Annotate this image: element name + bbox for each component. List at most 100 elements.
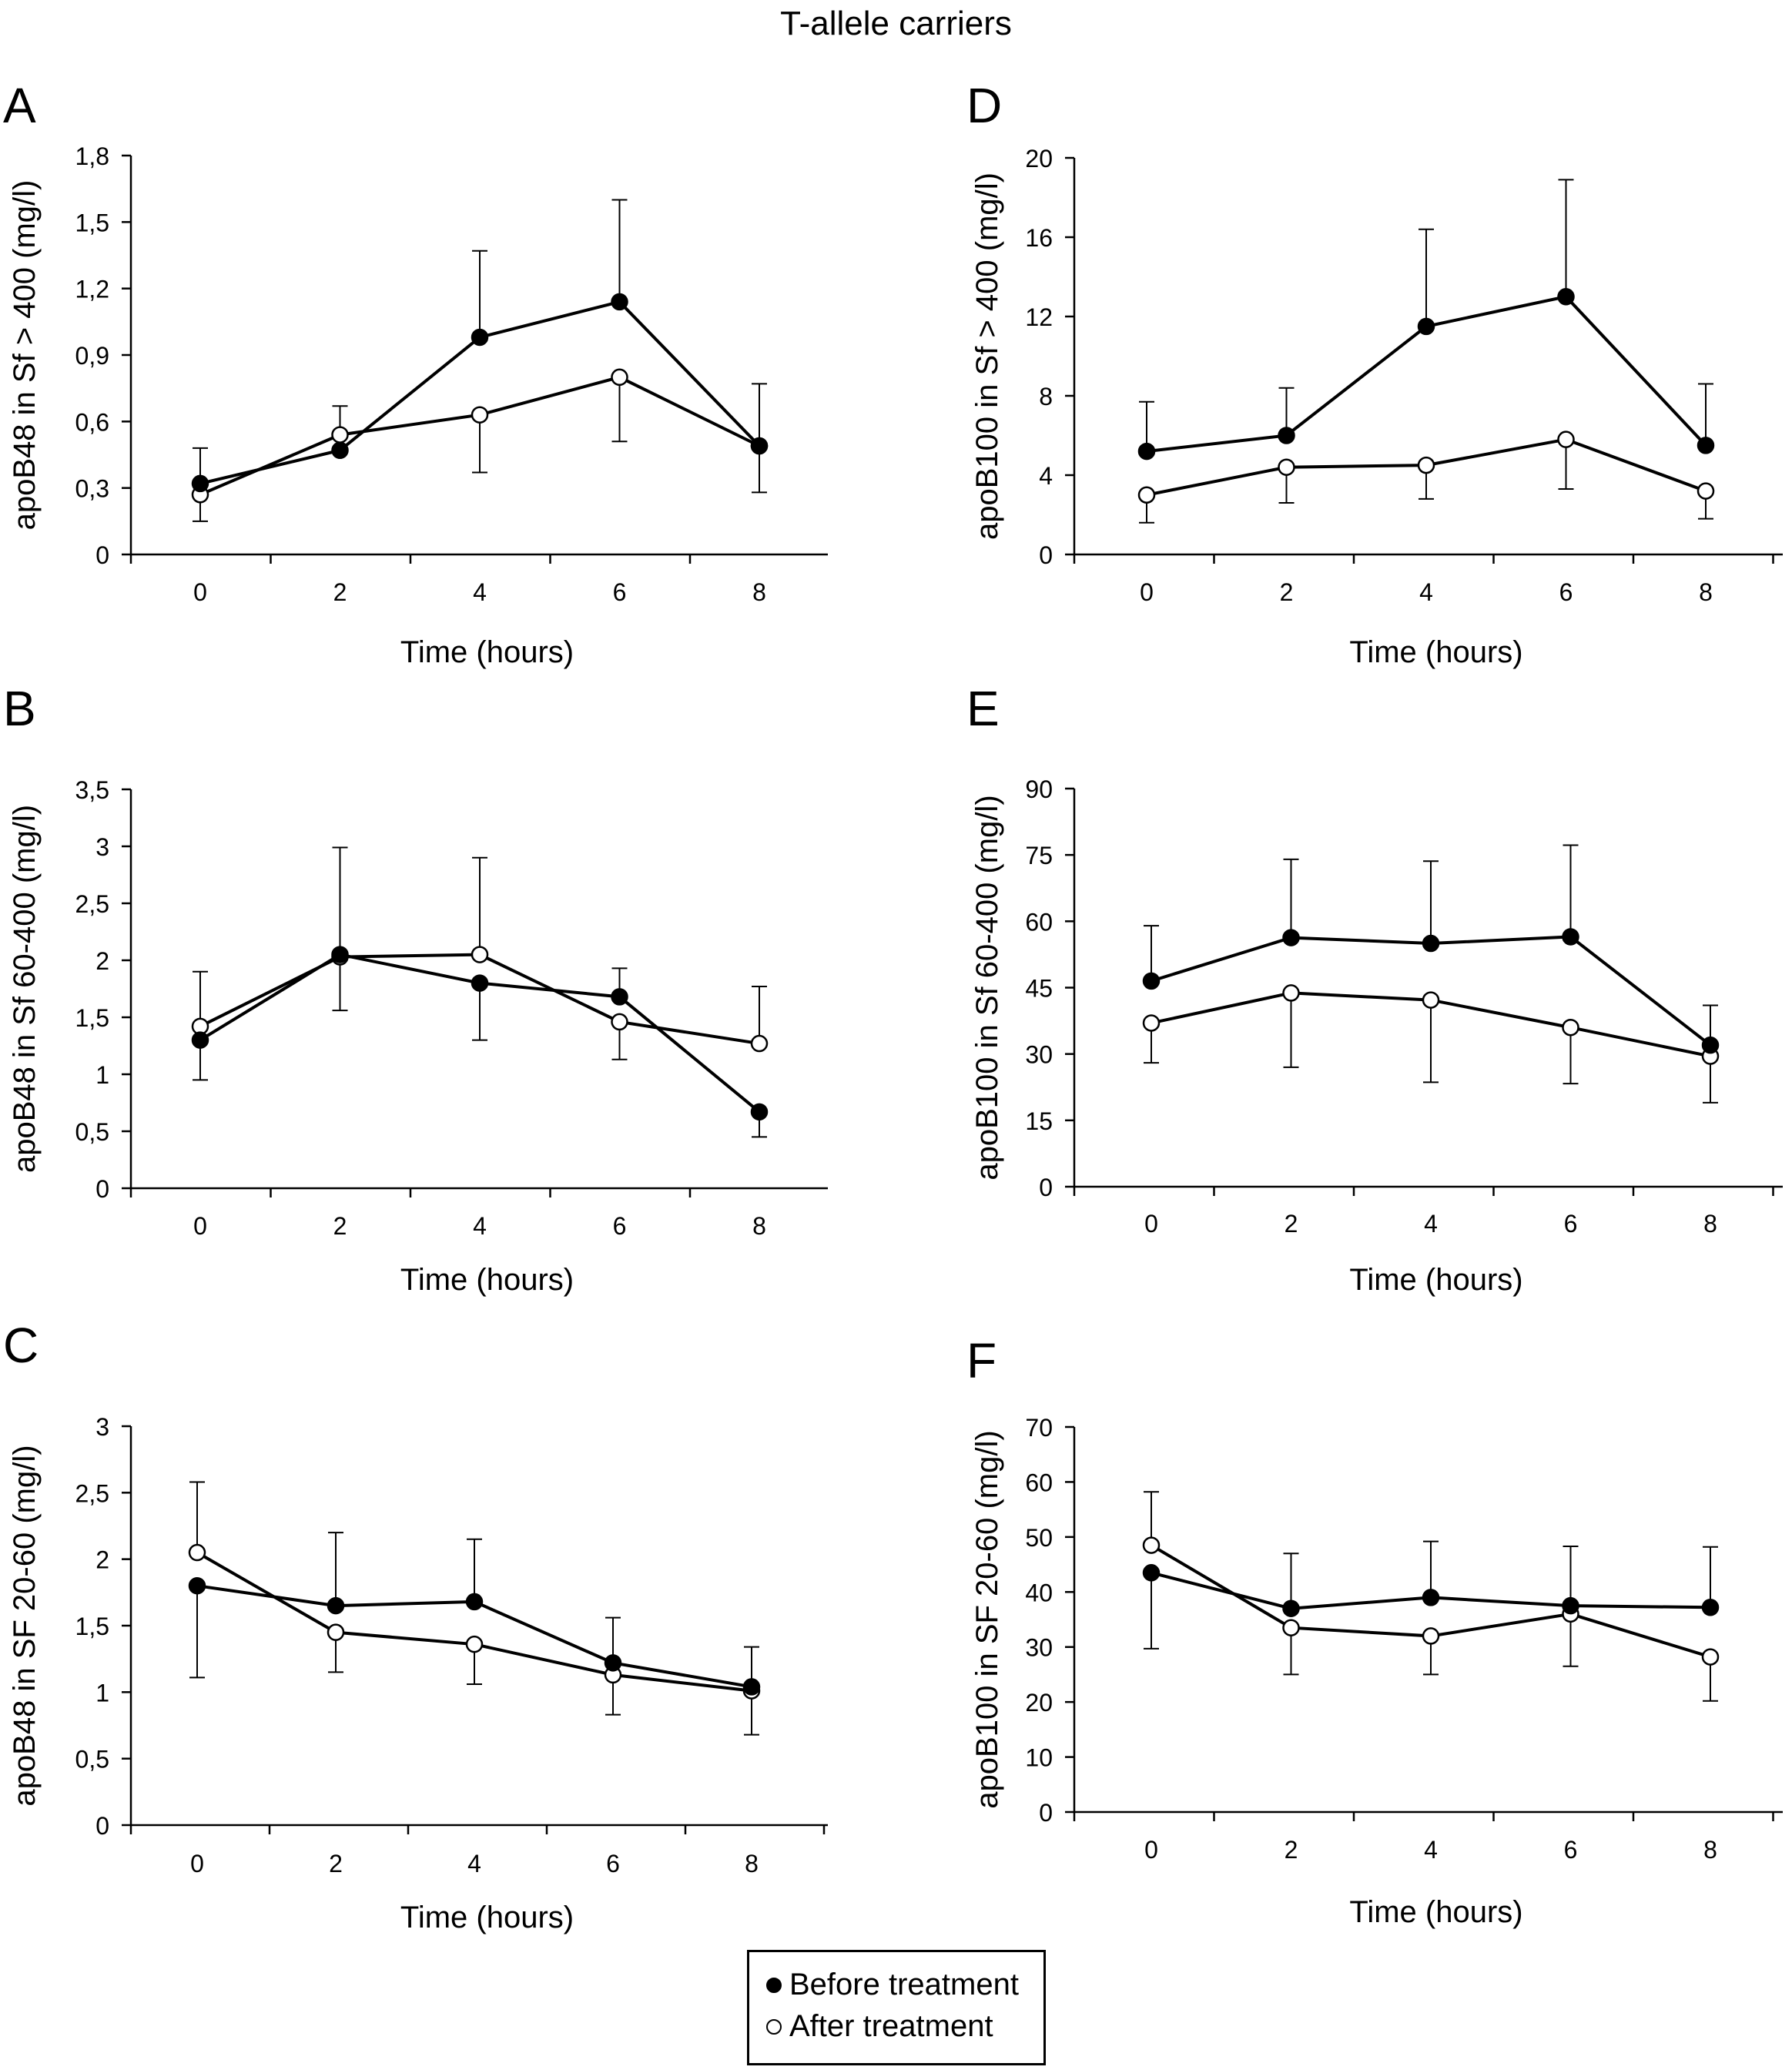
data-point-before-d [1557,288,1575,306]
y-tick-label-b: 1 [95,1061,109,1089]
x-axis-title-d: Time (hours) [1349,635,1522,669]
x-tick-label-e: 6 [1564,1210,1578,1238]
data-point-after-b [611,1013,628,1031]
y-axis-title-b: apoB48 in Sf 60-400 (mg/l) [8,805,42,1173]
y-tick-label-b: 0,5 [75,1118,109,1146]
data-point-before-b [750,1103,769,1121]
data-point-before-f [1282,1599,1300,1617]
y-tick-label-b: 3 [95,833,109,861]
x-axis-title-b: Time (hours) [400,1263,574,1297]
y-tick-label-f: 0 [1039,1799,1053,1827]
y-tick-label-b: 1,5 [75,1004,109,1032]
data-point-before-d [1137,442,1156,461]
data-point-before-b [331,946,349,963]
data-point-before-a [750,437,769,455]
y-tick-label-c: 1 [95,1679,109,1707]
x-tick-label-a: 0 [193,578,207,606]
y-tick-label-a: 0,6 [75,408,109,436]
data-point-before-f [1562,1596,1579,1615]
x-tick-label-d: 6 [1559,578,1573,606]
y-axis-title-e: apoB100 in Sf 60-400 (mg/l) [970,795,1004,1180]
y-axis-title-c: apoB48 in SF 20-60 (mg/l) [8,1445,42,1806]
data-point-before-b [191,1031,209,1049]
data-point-before-d [1417,317,1435,336]
y-tick-label-e: 60 [1025,908,1053,936]
data-point-before-a [471,328,489,347]
x-tick-label-c: 6 [606,1850,620,1877]
y-tick-label-c: 2,5 [75,1479,109,1507]
data-point-before-e [1282,929,1300,946]
data-point-before-e [1562,928,1579,946]
data-point-after-c [327,1623,345,1641]
x-tick-label-b: 2 [333,1212,347,1240]
y-tick-label-d: 4 [1039,462,1053,490]
y-tick-label-f: 10 [1025,1744,1053,1772]
x-tick-label-f: 0 [1144,1836,1158,1864]
x-tick-label-b: 6 [613,1212,627,1240]
x-tick-label-d: 4 [1419,578,1433,606]
data-point-after-f [1282,1619,1300,1636]
x-tick-label-f: 4 [1424,1836,1438,1864]
x-tick-label-a: 8 [752,578,766,606]
y-tick-label-e: 75 [1025,842,1053,869]
x-tick-label-d: 2 [1280,578,1294,606]
x-axis-title-e: Time (hours) [1349,1263,1522,1297]
y-tick-label-d: 16 [1025,224,1053,252]
y-tick-label-d: 0 [1039,541,1053,569]
y-tick-label-d: 8 [1039,383,1053,410]
data-point-before-a [331,441,349,459]
data-point-after-b [471,946,489,963]
x-tick-label-b: 8 [752,1212,766,1240]
data-point-after-d [1278,458,1295,476]
y-tick-label-f: 20 [1025,1689,1053,1717]
data-point-before-e [1142,972,1161,990]
x-tick-label-c: 8 [745,1850,759,1877]
data-point-after-f [1701,1648,1720,1666]
y-tick-label-a: 0,3 [75,475,109,503]
y-tick-label-b: 2,5 [75,890,109,918]
data-point-after-e [1282,984,1300,1002]
x-axis-title-f: Time (hours) [1349,1895,1522,1929]
x-tick-label-e: 4 [1424,1210,1438,1238]
panel-letter-c: C [3,1318,39,1373]
open-circle-icon [766,2018,782,2035]
data-point-before-d [1278,427,1295,444]
data-point-after-c [188,1543,206,1562]
y-tick-label-f: 40 [1025,1579,1053,1606]
x-tick-label-e: 8 [1703,1210,1717,1238]
data-point-after-d [1557,430,1575,448]
y-axis-title-f: apoB100 in SF 20-60 (mg/l) [970,1430,1004,1808]
x-tick-label-d: 8 [1699,578,1713,606]
y-tick-label-c: 1,5 [75,1613,109,1640]
data-point-after-e [1422,991,1440,1009]
x-tick-label-c: 2 [329,1850,343,1877]
data-point-after-a [611,368,628,387]
y-tick-label-f: 30 [1025,1634,1053,1662]
y-tick-label-d: 12 [1025,303,1053,331]
panel-letter-e: E [966,681,1000,736]
x-tick-label-a: 2 [333,578,347,606]
x-tick-label-c: 0 [190,1850,204,1877]
x-tick-label-d: 0 [1140,578,1154,606]
data-point-before-a [611,293,628,311]
y-tick-label-b: 2 [95,947,109,975]
x-tick-label-e: 0 [1144,1210,1158,1238]
y-tick-label-b: 3,5 [75,776,109,804]
y-tick-label-e: 30 [1025,1041,1053,1069]
y-tick-label-c: 3 [95,1413,109,1441]
y-tick-label-a: 0 [95,541,109,569]
x-axis-title-a: Time (hours) [400,635,574,669]
y-tick-label-a: 1,8 [75,142,109,170]
y-tick-label-f: 50 [1025,1524,1053,1552]
figure-title: T-allele carriers [780,5,1012,42]
y-tick-label-f: 60 [1025,1469,1053,1496]
data-point-before-f [1422,1589,1440,1606]
data-point-after-e [1562,1018,1579,1037]
data-point-before-c [327,1596,345,1615]
